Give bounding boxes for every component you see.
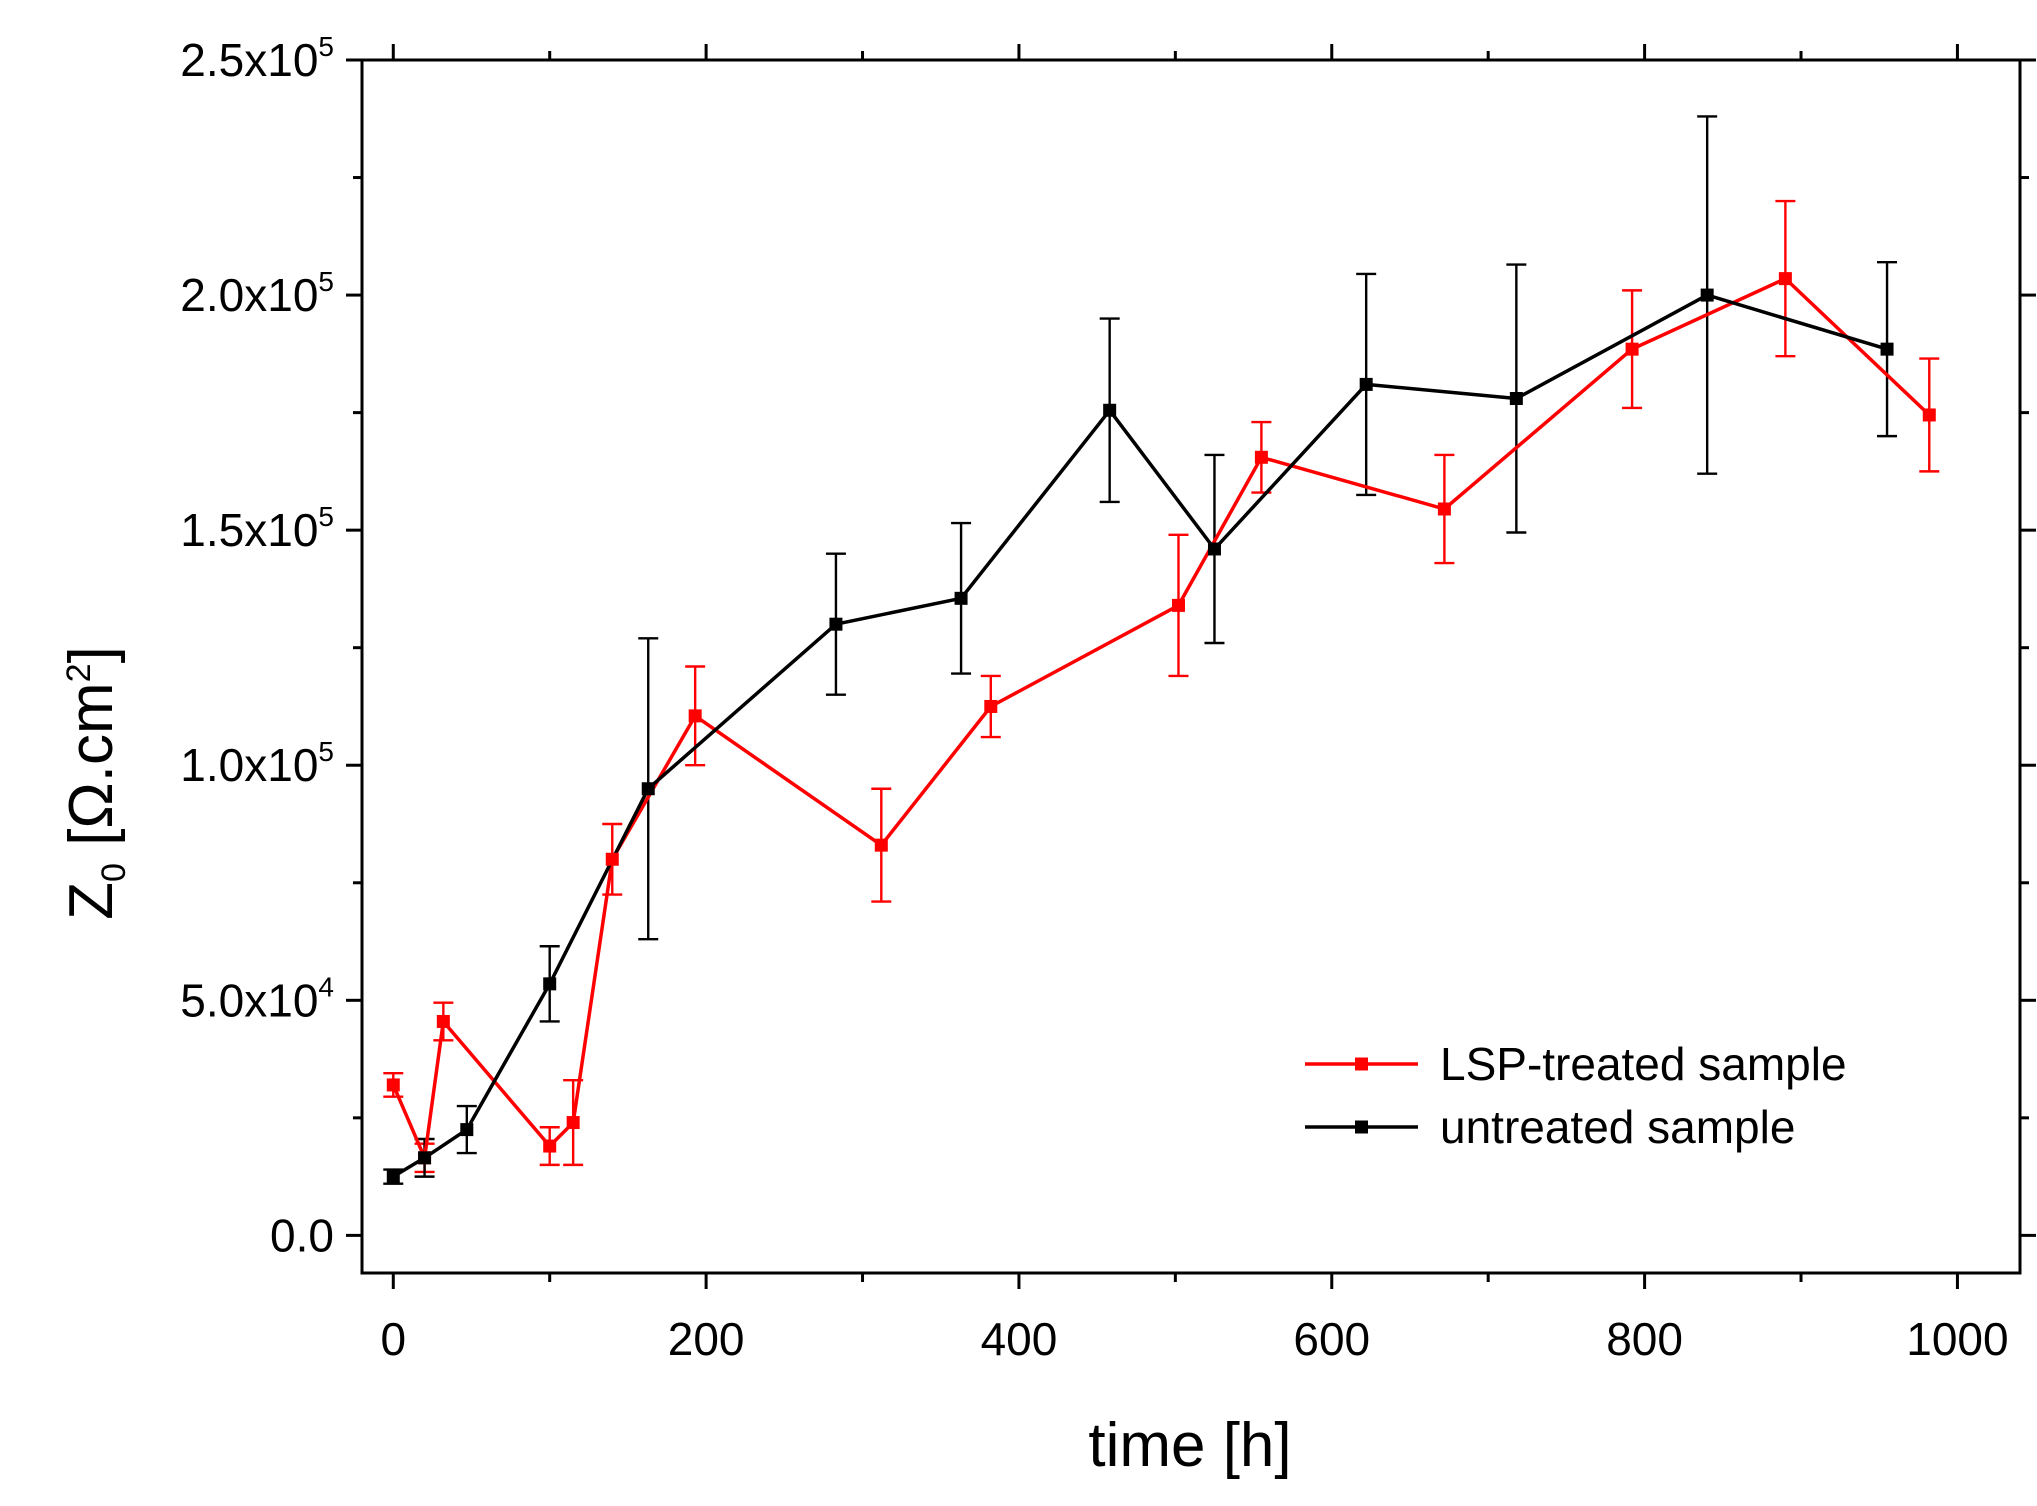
legend-lsp-treated-label: LSP-treated sample: [1440, 1038, 1847, 1090]
y-axis-label-unit-prefix: [Ω.cm: [56, 682, 126, 864]
untreated-point: [1509, 392, 1523, 406]
untreated-point: [1700, 288, 1714, 302]
legend-untreated-label: untreated sample: [1440, 1101, 1795, 1153]
untreated-point: [829, 617, 843, 631]
untreated-point: [543, 977, 557, 991]
y-tick-label: 1.0x105: [180, 736, 334, 791]
lsp-treated-point: [1922, 408, 1936, 422]
y-tick-label: 2.5x105: [180, 31, 334, 86]
plot-frame: [360, 58, 2022, 1275]
lsp-treated-point: [984, 699, 998, 713]
untreated-point: [418, 1151, 432, 1165]
x-tick-label: 200: [668, 1313, 745, 1365]
lsp-treated-point: [1171, 598, 1185, 612]
x-tick-label: 800: [1606, 1313, 1683, 1365]
untreated-point: [954, 591, 968, 605]
lsp-treated-point: [386, 1078, 400, 1092]
lsp-treated-point: [1625, 342, 1639, 356]
lsp-treated-point: [1254, 450, 1268, 464]
untreated-point: [386, 1170, 400, 1184]
lsp-treated-point: [688, 709, 702, 723]
untreated-point: [1103, 403, 1117, 417]
y-tick-label: 2.0x105: [180, 266, 334, 321]
lsp-treated-series-line: [391, 276, 1931, 1160]
untreated-point: [1359, 377, 1373, 391]
lsp-treated-point: [436, 1014, 450, 1028]
x-tick-label: 400: [981, 1313, 1058, 1365]
x-axis-label: time [h]: [1088, 1411, 1291, 1480]
x-tick-label: 1000: [1906, 1313, 2008, 1365]
y-axis-label-unit-suffix: ]: [56, 646, 126, 664]
untreated-point: [1880, 342, 1894, 356]
y-tick-label: 0.0: [270, 1209, 334, 1261]
y-axis-label-subscript: 0: [95, 863, 134, 882]
lsp-treated-point: [566, 1116, 580, 1130]
y-axis-label-main: Z: [56, 881, 126, 920]
legend-lsp-treated-marker: [1355, 1057, 1368, 1071]
lsp-treated-point: [1778, 272, 1792, 286]
lsp-treated-point: [874, 838, 888, 852]
lsp-treated-point: [1437, 502, 1451, 516]
x-tick-label: 600: [1293, 1313, 1370, 1365]
untreated-point: [641, 782, 655, 796]
y-axis-label-unit-superscript: 2: [60, 663, 99, 683]
x-tick-label: 0: [380, 1313, 406, 1365]
legend-untreated-marker: [1355, 1120, 1368, 1134]
lsp-treated-point: [543, 1139, 557, 1153]
lsp-treated-point: [605, 852, 619, 866]
y-tick-label: 5.0x104: [180, 971, 334, 1026]
untreated-point: [1207, 542, 1221, 556]
untreated-point: [460, 1123, 474, 1137]
y-axis-label: Z0 [Ω.cm2]: [56, 646, 134, 920]
y-tick-label: 1.5x105: [180, 501, 334, 556]
